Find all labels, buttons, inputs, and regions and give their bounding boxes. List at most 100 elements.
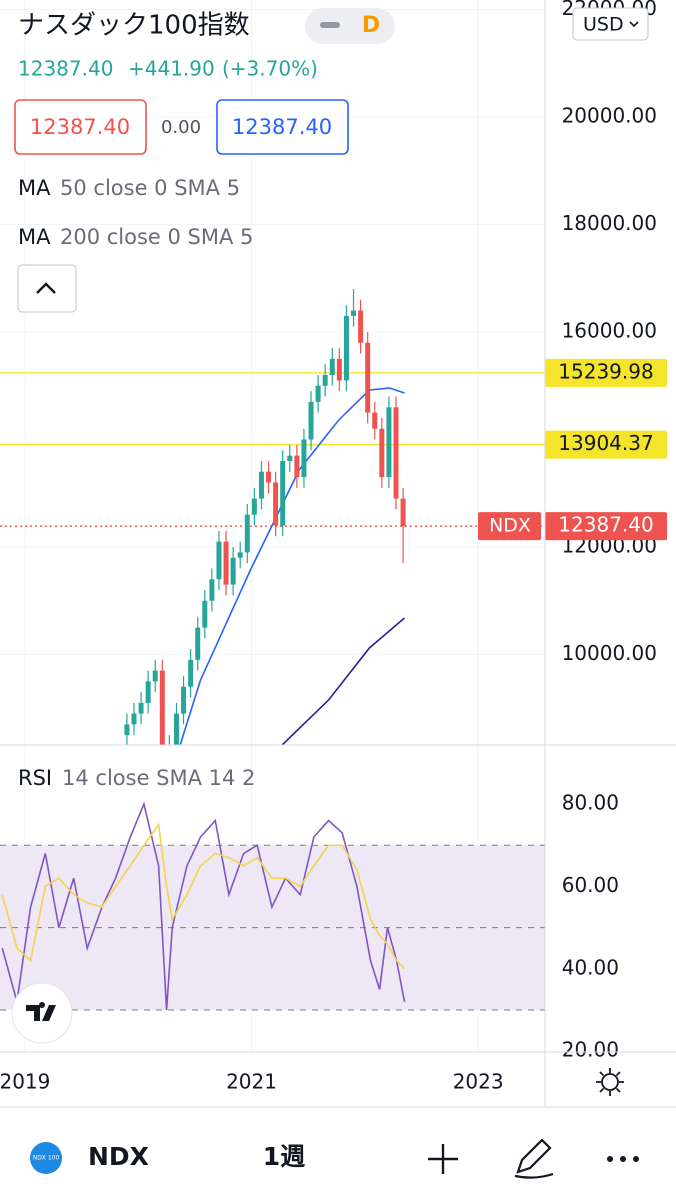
ma1-name: MA bbox=[18, 176, 51, 200]
x-tick-label: 2021 bbox=[226, 1070, 277, 1094]
settings-icon[interactable] bbox=[596, 1068, 624, 1096]
candle-body bbox=[181, 686, 187, 714]
toolbar-interval[interactable]: 1週 bbox=[263, 1142, 305, 1171]
dot bbox=[633, 1156, 639, 1162]
candle-body bbox=[223, 541, 229, 585]
candle-body bbox=[273, 482, 279, 526]
candle-body bbox=[202, 600, 208, 628]
y-tick-label: 18000.00 bbox=[562, 211, 657, 235]
gear-teeth bbox=[596, 1068, 624, 1096]
dot bbox=[607, 1156, 613, 1162]
y-tick-label: 20.00 bbox=[562, 1038, 619, 1062]
level-label-box bbox=[545, 430, 667, 459]
y-tick-label: 40.00 bbox=[562, 955, 619, 979]
spread: 0.00 bbox=[161, 117, 201, 138]
change-pct: (+3.70%) bbox=[222, 57, 318, 81]
symbol-tag: NDX bbox=[489, 515, 531, 537]
logo-dot bbox=[39, 1002, 45, 1008]
candle-body bbox=[315, 385, 321, 402]
candle-body bbox=[365, 342, 371, 413]
change: +441.90 bbox=[128, 57, 215, 81]
symbol-icon[interactable] bbox=[30, 1142, 62, 1174]
candle-body bbox=[216, 541, 222, 580]
interval-badge[interactable]: D bbox=[362, 13, 380, 38]
candle-body bbox=[195, 627, 201, 660]
candle-body bbox=[393, 407, 399, 499]
rsi-line bbox=[1, 801, 406, 1011]
y-tick-label: 10000.00 bbox=[562, 641, 657, 665]
ma1-params: 50 close 0 SMA 5 bbox=[60, 176, 240, 200]
add-icon[interactable] bbox=[428, 1144, 458, 1174]
rsi-name: RSI bbox=[18, 766, 52, 790]
candle-body bbox=[280, 460, 286, 526]
x-tick-label: 2019 bbox=[0, 1070, 50, 1094]
candle-body bbox=[287, 455, 293, 461]
level-label: 15239.98 bbox=[558, 359, 653, 383]
candle-body bbox=[294, 455, 300, 478]
y-tick-label: 80.00 bbox=[562, 791, 619, 815]
level-label: 13904.37 bbox=[558, 431, 653, 455]
price-pane bbox=[0, 0, 545, 745]
candle-body bbox=[386, 407, 392, 478]
candle-body bbox=[400, 498, 406, 527]
candle-body bbox=[138, 702, 144, 714]
buy-button[interactable] bbox=[216, 99, 349, 155]
candle-body bbox=[329, 358, 335, 375]
logo[interactable] bbox=[11, 982, 73, 1044]
level-label-box bbox=[545, 358, 667, 387]
bid: 12387.40 bbox=[30, 115, 130, 139]
axes: 10000.0012000.0016000.0018000.0020000.00… bbox=[0, 0, 667, 1094]
candle-body bbox=[124, 724, 130, 736]
chevron bbox=[629, 21, 639, 28]
ma2-name: MA bbox=[18, 225, 51, 249]
candle-body bbox=[351, 310, 357, 316]
candle-body bbox=[379, 428, 385, 478]
candle-body bbox=[258, 471, 264, 499]
collapse-button[interactable] bbox=[17, 264, 77, 313]
candle-body bbox=[131, 713, 137, 725]
candle-body bbox=[372, 412, 378, 429]
rsi-pane bbox=[0, 746, 545, 1052]
candle-body bbox=[159, 670, 165, 745]
ask: 12387.40 bbox=[232, 115, 332, 139]
candle-body bbox=[209, 579, 215, 601]
ma2-params: 200 close 0 SMA 5 bbox=[60, 225, 253, 249]
candle-body bbox=[308, 401, 314, 440]
toggle[interactable] bbox=[305, 8, 395, 44]
level-label: 12387.40 bbox=[558, 513, 653, 537]
symbol-icon-text: NDX 100 bbox=[33, 1155, 60, 1162]
candle-body bbox=[237, 552, 243, 558]
currency: USD bbox=[583, 14, 624, 36]
symbol-tag-box bbox=[478, 512, 541, 541]
candle-body bbox=[266, 471, 272, 483]
candle-body bbox=[251, 498, 257, 515]
gear bbox=[601, 1073, 619, 1091]
rsi-line bbox=[1, 822, 406, 970]
sell-button[interactable] bbox=[14, 99, 147, 155]
rsi-band bbox=[0, 845, 545, 1010]
candle-body bbox=[230, 557, 236, 585]
dot bbox=[620, 1156, 626, 1162]
currency-box[interactable] bbox=[572, 7, 649, 41]
symbol-title: ナスダック100指数 bbox=[18, 11, 250, 41]
candle-body bbox=[336, 358, 342, 381]
candle-body bbox=[173, 713, 179, 745]
y-tick-label: 16000.00 bbox=[562, 319, 657, 343]
ma-line bbox=[281, 617, 406, 745]
logo-mark bbox=[26, 1005, 56, 1021]
toolbar-symbol[interactable]: NDX bbox=[88, 1142, 149, 1171]
toggle-icon bbox=[320, 22, 340, 28]
candle-body bbox=[188, 659, 194, 687]
collapse-icon bbox=[36, 282, 56, 294]
level-label-box bbox=[545, 512, 667, 541]
draw-icon[interactable] bbox=[514, 1138, 554, 1179]
candle-body bbox=[301, 439, 307, 478]
y-tick-label: 20000.00 bbox=[562, 104, 657, 128]
more-icon[interactable] bbox=[607, 1156, 639, 1162]
candle-body bbox=[358, 310, 364, 343]
candle-body bbox=[145, 681, 151, 703]
ma-line bbox=[179, 387, 405, 745]
rsi-params: 14 close SMA 14 2 bbox=[62, 766, 255, 790]
